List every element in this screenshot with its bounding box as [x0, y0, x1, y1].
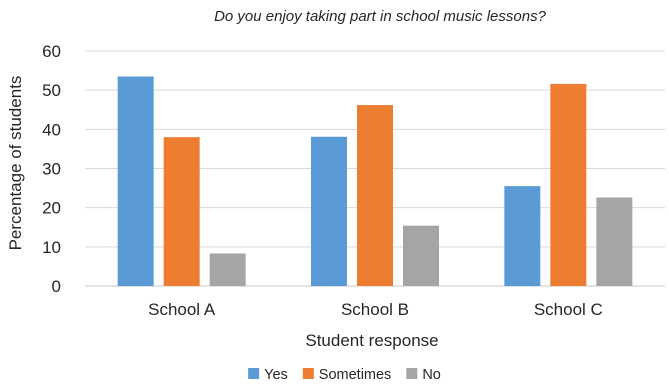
legend-label: No: [422, 367, 441, 383]
y-tick-label: 0: [52, 277, 61, 296]
bar-school-b-no: [403, 225, 439, 286]
bar-school-c-no: [596, 197, 633, 286]
bar-school-a-yes: [117, 76, 154, 286]
y-tick-label: 50: [42, 81, 61, 100]
bar-school-c-sometimes: [550, 83, 587, 287]
legend-item-yes: Yes: [248, 367, 288, 383]
y-tick-label: 20: [42, 199, 61, 218]
bar-school-b-sometimes: [357, 105, 393, 286]
legend-swatch: [406, 368, 418, 379]
bar-school-a-sometimes: [163, 137, 200, 286]
legend-label: Yes: [264, 367, 288, 383]
bars: [117, 76, 633, 287]
x-tick-label: School C: [534, 300, 603, 319]
y-tick-label: 60: [42, 42, 61, 61]
x-tick-label: School B: [341, 300, 409, 319]
chart-title: Do you enjoy taking part in school music…: [214, 8, 546, 25]
legend-swatch: [248, 368, 260, 379]
x-axis-ticks: School A School B School C: [148, 300, 603, 319]
bar-school-c-yes: [504, 186, 541, 286]
legend-item-no: No: [406, 367, 441, 383]
y-tick-label: 40: [42, 120, 61, 139]
legend: Yes Sometimes No: [248, 367, 441, 383]
legend-label: Sometimes: [319, 367, 392, 383]
y-axis-ticks: 0 10 20 30 40 50 60: [42, 42, 61, 296]
y-tick-label: 10: [42, 238, 61, 257]
bar-school-a-no: [209, 253, 246, 286]
x-tick-label: School A: [148, 300, 216, 319]
legend-swatch: [302, 368, 314, 379]
legend-item-sometimes: Sometimes: [302, 367, 392, 383]
bar-school-b-yes: [311, 136, 347, 286]
y-tick-label: 30: [42, 160, 61, 179]
x-axis-title: Student response: [305, 331, 438, 350]
y-axis-title: Percentage of students: [6, 76, 25, 251]
